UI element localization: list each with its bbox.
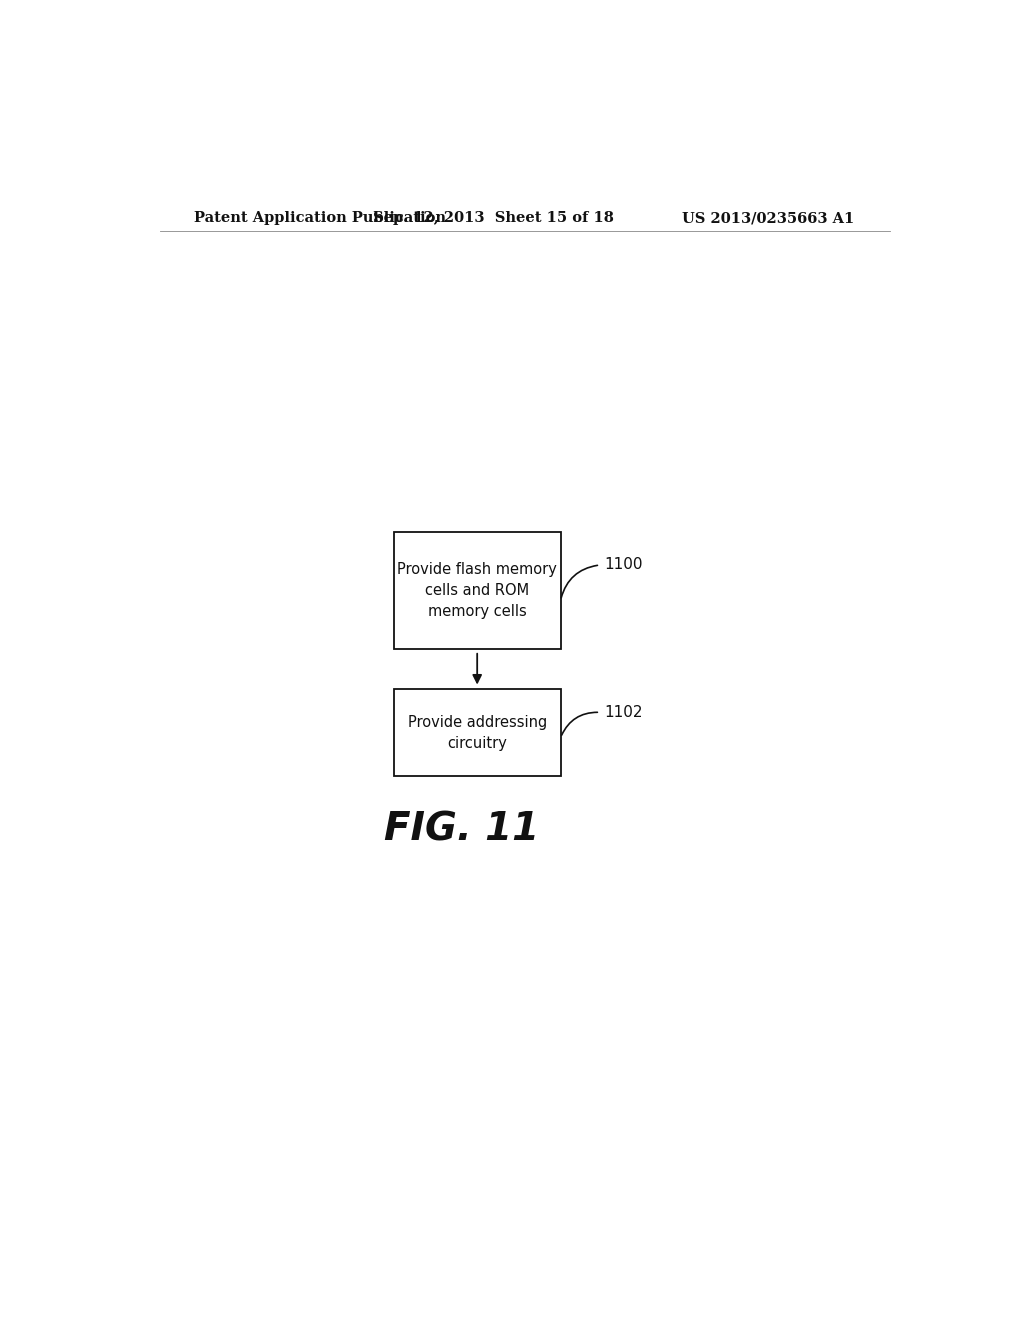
Text: US 2013/0235663 A1: US 2013/0235663 A1 <box>682 211 854 226</box>
Text: Provide flash memory
cells and ROM
memory cells: Provide flash memory cells and ROM memor… <box>397 562 557 619</box>
Text: FIG. 11: FIG. 11 <box>384 810 539 849</box>
Text: Patent Application Publication: Patent Application Publication <box>194 211 445 226</box>
Bar <box>394 532 560 649</box>
Text: 1100: 1100 <box>604 557 643 573</box>
Text: 1102: 1102 <box>604 705 643 719</box>
Text: Provide addressing
circuitry: Provide addressing circuitry <box>408 714 547 751</box>
Text: Sep. 12, 2013  Sheet 15 of 18: Sep. 12, 2013 Sheet 15 of 18 <box>373 211 613 226</box>
Bar <box>394 689 560 776</box>
